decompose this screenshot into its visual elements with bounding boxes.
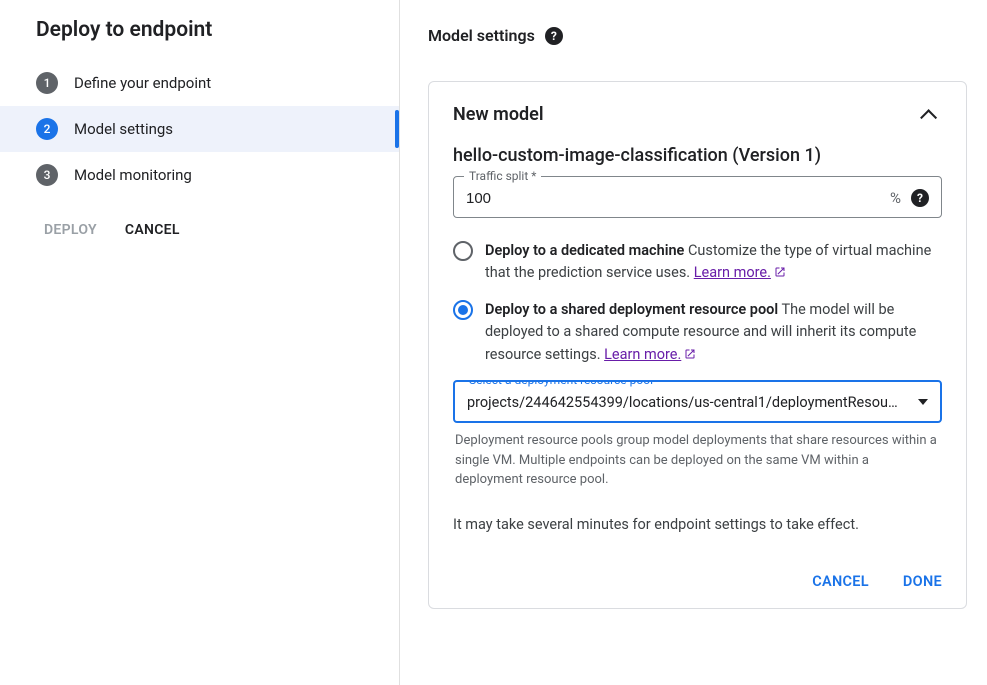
select-value: projects/244642554399/locations/us-centr…	[467, 394, 925, 411]
wizard-sidebar: Deploy to endpoint 1 Define your endpoin…	[0, 0, 400, 685]
settings-note: It may take several minutes for endpoint…	[453, 516, 942, 533]
option-text: Deploy to a dedicated machine Customize …	[485, 240, 942, 285]
card-header: New model	[453, 104, 942, 125]
sidebar-cancel-button[interactable]: CANCEL	[125, 222, 180, 238]
model-name: hello-custom-image-classification (Versi…	[453, 145, 942, 166]
sidebar-actions: DEPLOY CANCEL	[0, 198, 399, 238]
card-done-button[interactable]: DONE	[903, 573, 942, 590]
card-actions: CANCEL DONE	[453, 573, 942, 590]
step-label: Model monitoring	[74, 166, 192, 184]
external-link-icon	[774, 266, 786, 278]
learn-more-link[interactable]: Learn more.	[694, 264, 786, 281]
step-model-monitoring[interactable]: 3 Model monitoring	[0, 152, 399, 198]
traffic-split-label: Traffic split *	[464, 169, 541, 183]
option-text: Deploy to a shared deployment resource p…	[485, 299, 942, 366]
dropdown-caret-icon	[918, 399, 928, 405]
deploy-dialog: Deploy to endpoint 1 Define your endpoin…	[0, 0, 987, 685]
select-helper-text: Deployment resource pools group model de…	[453, 431, 942, 490]
collapse-icon[interactable]	[924, 106, 942, 124]
option-title: Deploy to a dedicated machine	[485, 242, 684, 259]
traffic-split-input[interactable]	[466, 190, 890, 207]
step-label: Model settings	[74, 120, 173, 138]
main-panel: Model settings ? New model hello-custom-…	[400, 0, 987, 685]
step-model-settings[interactable]: 2 Model settings	[0, 106, 399, 152]
help-icon[interactable]: ?	[911, 189, 929, 207]
select-label: Select a deployment resource pool *	[464, 380, 666, 387]
model-card: New model hello-custom-image-classificat…	[428, 81, 967, 609]
step-define-endpoint[interactable]: 1 Define your endpoint	[0, 60, 399, 106]
main-header: Model settings ?	[428, 26, 967, 45]
traffic-split-suffix: %	[890, 189, 901, 207]
step-number-badge: 1	[36, 72, 58, 94]
help-icon[interactable]: ?	[545, 27, 563, 45]
option-title: Deploy to a shared deployment resource p…	[485, 301, 778, 318]
main-header-title: Model settings	[428, 26, 535, 45]
step-label: Define your endpoint	[74, 74, 211, 92]
step-number-badge: 2	[36, 118, 58, 140]
deploy-button: DEPLOY	[44, 222, 97, 238]
resource-pool-select-wrap: Select a deployment resource pool * proj…	[453, 380, 942, 490]
resource-pool-select[interactable]: Select a deployment resource pool * proj…	[453, 380, 942, 423]
radio-icon	[453, 241, 473, 261]
option-dedicated-machine[interactable]: Deploy to a dedicated machine Customize …	[453, 240, 942, 285]
traffic-split-field[interactable]: Traffic split * % ?	[453, 176, 942, 218]
radio-icon	[453, 300, 473, 320]
sidebar-title: Deploy to endpoint	[0, 14, 399, 60]
option-shared-pool[interactable]: Deploy to a shared deployment resource p…	[453, 299, 942, 366]
learn-more-link[interactable]: Learn more.	[604, 346, 696, 363]
step-number-badge: 3	[36, 164, 58, 186]
external-link-icon	[684, 348, 696, 360]
card-cancel-button[interactable]: CANCEL	[812, 573, 869, 590]
card-section-title: New model	[453, 104, 544, 125]
